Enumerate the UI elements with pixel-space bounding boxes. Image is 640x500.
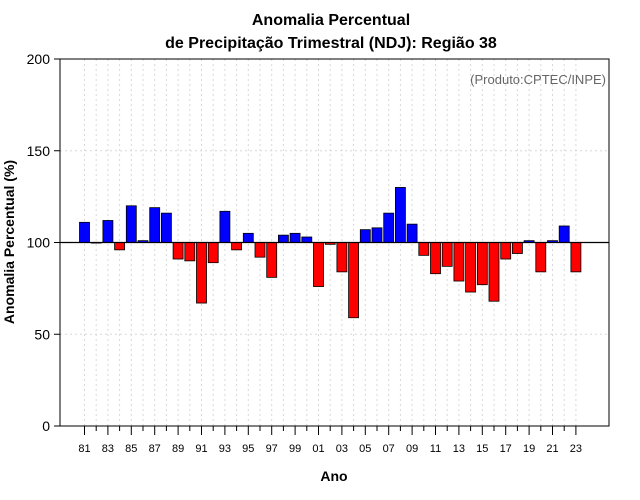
y-tick-label-0: 0	[42, 418, 50, 434]
x-tick-label-93: 93	[219, 443, 231, 455]
bar-94	[231, 242, 243, 251]
x-axis-label: Ano	[320, 468, 347, 484]
x-tick-label-23: 23	[570, 443, 582, 455]
bar-11	[430, 242, 441, 275]
x-tick-label-21: 21	[546, 443, 558, 455]
x-axis: 81 83 85 87 89 91 93 95 97 99 01 03 05 07 09 11 13 15 17 19…	[78, 426, 582, 455]
bar-18	[512, 242, 523, 254]
bar-16	[488, 242, 500, 302]
bar-81	[79, 221, 90, 243]
bar-91	[196, 242, 207, 304]
x-tick-label-19: 19	[523, 443, 535, 455]
bars	[79, 187, 582, 319]
bar-20	[535, 242, 547, 273]
bar-89	[172, 242, 184, 260]
x-tick-label-17: 17	[500, 443, 512, 455]
bar-96	[254, 242, 266, 258]
bar-87	[149, 207, 161, 243]
x-tick-label-89: 89	[172, 443, 184, 455]
bar-90	[184, 242, 196, 262]
bar-01	[313, 242, 324, 287]
x-tick-label-99: 99	[289, 443, 301, 455]
x-tick-label-07: 07	[383, 443, 395, 455]
x-tick-label-13: 13	[453, 443, 465, 455]
bar-95	[242, 232, 254, 243]
bar-23	[570, 242, 582, 273]
chart-title-line-2: de Precipitação Trimestral (NDJ): Região…	[165, 35, 497, 52]
bar-83	[102, 220, 114, 243]
chart-title-line-1: Anomalia Percentual	[252, 12, 410, 29]
bar-84	[114, 242, 125, 251]
x-tick-label-87: 87	[149, 443, 161, 455]
bar-07	[383, 212, 395, 243]
y-axis-label: Anomalia Percentual (%)	[1, 160, 17, 324]
bar-99	[289, 232, 301, 243]
x-tick-label-81: 81	[78, 443, 90, 455]
x-tick-label-03: 03	[336, 443, 348, 455]
x-tick-label-15: 15	[476, 443, 488, 455]
x-tick-label-95: 95	[242, 443, 254, 455]
x-tick-label-01: 01	[312, 443, 324, 455]
x-tick-label-09: 09	[406, 443, 418, 455]
bar-97	[266, 242, 278, 278]
bar-10	[418, 242, 430, 256]
bar-92	[207, 242, 219, 264]
bar-06	[371, 227, 383, 243]
y-axis: 0 50 100 150 200	[27, 51, 60, 434]
bar-05	[359, 229, 371, 243]
bar-88	[160, 212, 172, 243]
x-tick-label-91: 91	[195, 443, 207, 455]
x-tick-label-85: 85	[125, 443, 137, 455]
y-tick-label-4: 200	[27, 51, 51, 67]
bar-93	[219, 210, 231, 243]
bar-03	[336, 242, 348, 273]
bar-17	[500, 242, 512, 260]
bar-85	[125, 205, 137, 243]
bar-13	[453, 242, 465, 282]
x-tick-label-83: 83	[102, 443, 114, 455]
bar-09	[406, 223, 418, 243]
y-tick-label-2: 100	[27, 235, 51, 251]
bar-14	[465, 242, 477, 293]
bar-04	[348, 242, 360, 319]
credit-text: (Produto:CPTEC/INPE)	[470, 72, 606, 87]
grid	[60, 59, 609, 426]
y-tick-label-3: 150	[27, 143, 51, 159]
bar-22	[558, 225, 570, 243]
x-tick-label-97: 97	[266, 443, 278, 455]
y-tick-label-1: 50	[34, 326, 50, 342]
bar-00	[301, 236, 313, 243]
bar-98	[277, 234, 289, 243]
bar-08	[394, 187, 406, 243]
x-tick-label-11: 11	[430, 443, 441, 455]
x-tick-label-05: 05	[359, 443, 371, 455]
bar-12	[441, 242, 453, 267]
bar-15	[476, 242, 488, 286]
